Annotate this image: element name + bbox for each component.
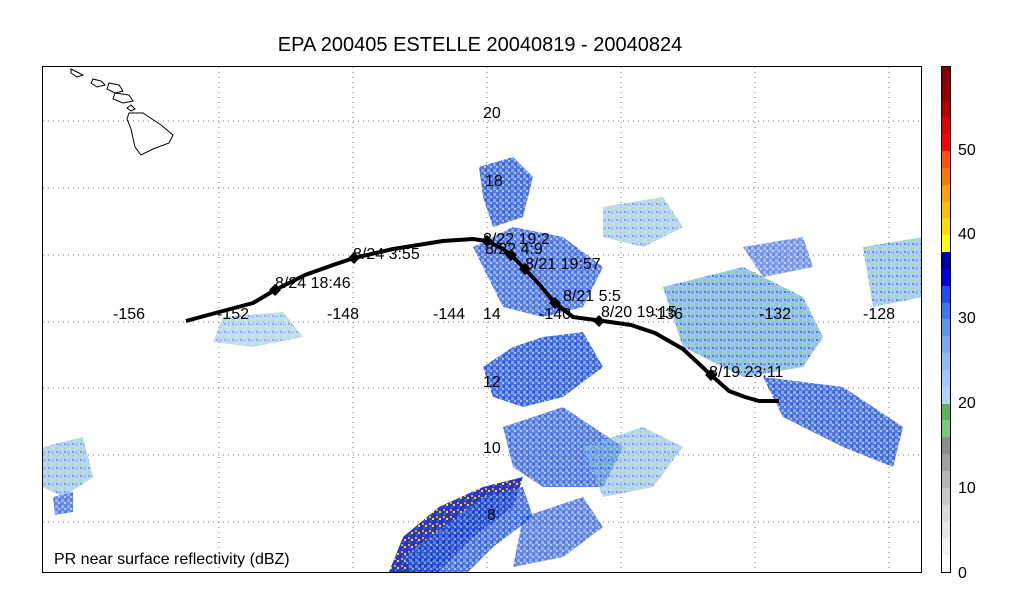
track-marker [269, 284, 281, 296]
map-panel: -156 -152 -148 -144 -140 -136 -132 -128 … [42, 66, 922, 573]
colorbar-tick: 20 [958, 395, 976, 412]
colorbar-tick: 40 [958, 226, 976, 243]
colorbar-segment [942, 302, 950, 320]
colorbar-segment [942, 252, 950, 269]
colorbar-segment [942, 83, 950, 101]
lat-label: 14 [483, 306, 501, 323]
track-marker [519, 263, 531, 275]
colorbar-segment [942, 420, 950, 438]
lon-label: -128 [863, 306, 895, 323]
colorbar-segment [942, 336, 950, 354]
track-marker [593, 315, 605, 327]
colorbar-segment [942, 353, 950, 370]
colorbar-segment [942, 67, 950, 84]
colorbar-segment [942, 521, 950, 539]
track-label: 8/21 5:5 [563, 288, 621, 305]
map-canvas: -156 -152 -148 -144 -140 -136 -132 -128 … [43, 67, 921, 572]
colorbar-segment [942, 454, 950, 471]
colorbar-segment [942, 403, 950, 421]
colorbar-segment [942, 369, 950, 387]
colorbar-segment [942, 184, 950, 202]
lat-label: 10 [483, 440, 501, 457]
track-label: 8/20 19:15 [601, 304, 677, 321]
lon-label: -148 [327, 306, 359, 323]
longitude-labels: -156 -152 -148 -144 -140 -136 -132 -128 [113, 306, 895, 323]
lon-label: -140 [539, 306, 571, 323]
footer-label: PR near surface reflectivity (dBZ) [54, 551, 290, 568]
colorbar-segment [942, 235, 950, 253]
track-label: 8/22 4:9 [485, 241, 543, 258]
plot-title: EPA 200405 ESTELLE 20040819 - 20040824 [277, 34, 683, 56]
colorbar-segment [942, 487, 950, 505]
colorbar-segment [942, 100, 950, 118]
colorbar-segment [942, 386, 950, 404]
lon-label: -136 [651, 306, 683, 323]
track-marker [505, 249, 517, 261]
colorbar-tick: 0 [958, 565, 967, 582]
colorbar-segment [942, 285, 950, 303]
colorbar-segment [942, 268, 950, 286]
colorbar-tick: 30 [958, 310, 976, 327]
track-label: 8/24 3:55 [353, 246, 420, 263]
colorbar-segment [942, 167, 950, 185]
latitude-labels: 20 18 14 12 10 8 [483, 105, 503, 524]
lon-label: -156 [113, 306, 145, 323]
colorbar-tick: 10 [958, 480, 976, 497]
colorbar-segment [942, 151, 950, 168]
lat-label: 12 [483, 374, 501, 391]
storm-track-line [185, 237, 779, 403]
lat-label: 8 [487, 507, 496, 524]
colorbar-segment [942, 555, 950, 572]
colorbar-segment [942, 134, 950, 152]
colorbar-segment [942, 201, 950, 219]
colorbar-segment [942, 319, 950, 337]
colorbar-segment [942, 538, 950, 556]
colorbar-segment [942, 504, 950, 522]
colorbar-segment [942, 218, 950, 236]
track-label: 8/24 18:46 [275, 275, 351, 292]
colorbar-segment [942, 470, 950, 488]
lon-label: -144 [433, 306, 465, 323]
track-label: 8/22 19:2 [483, 231, 550, 248]
track-markers [269, 235, 717, 381]
colorbar-segment [942, 437, 950, 455]
track-marker [481, 235, 493, 247]
precipitation-swaths [43, 157, 921, 572]
lon-label: -132 [759, 306, 791, 323]
lat-label: 20 [483, 105, 501, 122]
track-marker [549, 297, 561, 309]
lat-label: 18 [485, 173, 503, 190]
lon-label: -152 [217, 306, 249, 323]
colorbar-tick: 50 [958, 142, 976, 159]
track-label: 8/19 23:11 [709, 364, 784, 381]
track-marker [348, 252, 360, 264]
hawaii-coastline [70, 68, 174, 156]
colorbar [941, 66, 951, 573]
colorbar-segment [942, 117, 950, 135]
track-marker [705, 369, 717, 381]
track-time-labels: 8/24 18:46 8/24 3:55 8/22 19:2 8/22 4:9 … [275, 231, 784, 381]
track-label: 8/21 19:57 [525, 256, 601, 273]
